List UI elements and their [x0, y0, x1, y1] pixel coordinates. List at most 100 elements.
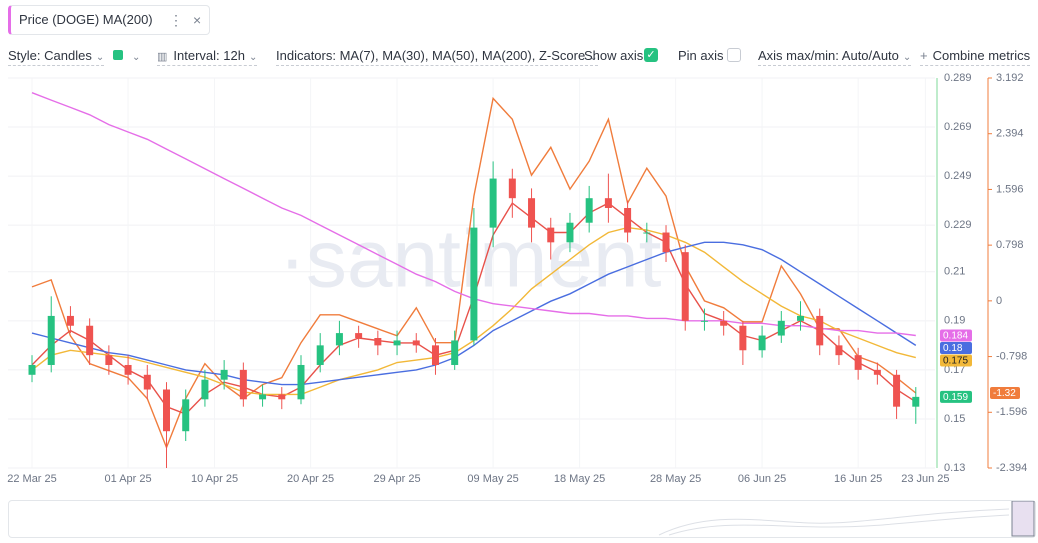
- value-badge-label: 0.184: [943, 331, 968, 342]
- candle-body: [758, 335, 766, 351]
- candle-body: [163, 389, 171, 432]
- x-tick-label: 09 May 25: [467, 473, 518, 485]
- y2-tick-label: 1.596: [996, 183, 1024, 195]
- show-axis-checkbox[interactable]: ✓: [644, 48, 658, 62]
- candle-body: [355, 333, 363, 338]
- color-select[interactable]: ⌄: [132, 52, 141, 63]
- candle-body: [297, 364, 305, 400]
- tab-title: Price (DOGE) MA(200): [19, 12, 153, 27]
- candle-body: [816, 315, 824, 346]
- minimap-line: [668, 514, 1010, 536]
- metric-tab[interactable]: Price (DOGE) MA(200) ⋮ ×: [8, 5, 210, 35]
- candle-body: [431, 345, 439, 365]
- x-tick-label: 06 Jun 25: [738, 473, 786, 485]
- chart: ·santiment 0.130.150.170.190.210.2290.24…: [7, 72, 1027, 485]
- interval-label: Interval: 12h: [173, 48, 245, 63]
- candle-body: [528, 198, 536, 228]
- value-badge-label: 0.18: [943, 343, 963, 354]
- x-tick-label: 20 Apr 25: [287, 473, 334, 485]
- value-badge: [940, 390, 972, 403]
- pin-axis-label[interactable]: Pin axis: [678, 48, 724, 63]
- candle-body: [28, 364, 36, 375]
- candle-body: [105, 355, 113, 365]
- y2-tick-label: -0.798: [996, 350, 1027, 362]
- y-tick-label: 0.15: [944, 413, 965, 425]
- candle-body: [182, 399, 190, 432]
- value-badge-label: 0.159: [943, 392, 968, 403]
- candle-body: [643, 232, 651, 234]
- axis-maxmin-label: Axis max/min: Auto/Auto: [758, 48, 899, 63]
- series-line: [31, 241, 917, 386]
- y-tick-label: 0.289: [944, 72, 972, 84]
- x-tick-label: 10 Apr 25: [191, 473, 238, 485]
- candle-body: [893, 374, 901, 407]
- value-badge: [940, 329, 972, 342]
- candle-body: [201, 379, 209, 400]
- y-tick-label: 0.13: [944, 462, 965, 474]
- x-tick-label: 18 May 25: [554, 473, 605, 485]
- x-tick-label: 16 Jun 25: [834, 473, 882, 485]
- style-select[interactable]: Style: Candles ⌄: [8, 47, 105, 66]
- value-badge: [940, 342, 972, 355]
- candle-body: [220, 369, 228, 380]
- candle-body: [47, 315, 55, 365]
- y-tick-label: 0.249: [944, 170, 972, 182]
- value-badge: [990, 387, 1020, 400]
- style-label: Style: Candles: [8, 48, 92, 63]
- candle-body: [777, 320, 785, 336]
- candle-body: [700, 320, 708, 322]
- y-tick-label: 0.21: [944, 266, 965, 278]
- candle-body: [239, 369, 247, 400]
- candle-body: [86, 325, 94, 356]
- value-badge-label: 0.175: [943, 356, 968, 367]
- y-tick-label: 0.19: [944, 315, 965, 327]
- x-tick-label: 23 Jun 25: [901, 473, 949, 485]
- pin-axis-checkbox[interactable]: [727, 48, 741, 62]
- y2-tick-label: -2.394: [996, 462, 1027, 474]
- minimap-line: [658, 508, 1010, 536]
- x-tick-label: 01 Apr 25: [105, 473, 152, 485]
- candle-body: [566, 222, 574, 243]
- candle-body: [316, 345, 324, 365]
- candle-body: [412, 340, 420, 346]
- value-badge-label: -1.32: [993, 388, 1016, 399]
- candle-body: [797, 315, 805, 321]
- tab-menu[interactable]: ⋮: [169, 12, 183, 28]
- candle-body: [143, 374, 151, 390]
- y-tick-label: 0.229: [944, 219, 972, 231]
- y2-tick-label: 2.394: [996, 128, 1024, 140]
- combine-label: Combine metrics: [932, 48, 1031, 63]
- minimap-window[interactable]: [1011, 500, 1035, 537]
- tab-close[interactable]: ×: [193, 12, 202, 28]
- candle-body: [854, 355, 862, 370]
- y2-tick-label: -1.596: [996, 406, 1027, 418]
- show-axis-label[interactable]: Show axis: [584, 48, 644, 63]
- combine-metrics[interactable]: + Combine metrics: [920, 47, 1031, 66]
- candle-body: [393, 340, 401, 346]
- x-tick-label: 29 Apr 25: [374, 473, 421, 485]
- candle-body: [374, 338, 382, 346]
- candle-body: [259, 394, 267, 400]
- interval-select[interactable]: ▥ Interval: 12h ⌄: [157, 47, 258, 66]
- indicators-label: Indicators: MA(7), MA(30), MA(50), MA(20…: [276, 48, 586, 63]
- y2-tick-label: 0.798: [996, 239, 1024, 251]
- x-tick-label: 22 Mar 25: [7, 473, 57, 485]
- candle-body: [835, 345, 843, 356]
- candle-body: [278, 394, 286, 400]
- candle-body: [547, 227, 555, 243]
- y2-tick-label: 0: [996, 295, 1002, 307]
- candle-body: [451, 340, 459, 365]
- series-line: [31, 96, 917, 450]
- candle-body: [489, 178, 497, 228]
- color-swatch[interactable]: [113, 50, 123, 60]
- candle-body: [662, 232, 670, 253]
- axis-maxmin-select[interactable]: Axis max/min: Auto/Auto ⌄: [758, 47, 912, 66]
- candle-body: [124, 364, 132, 375]
- minimap[interactable]: [8, 500, 1036, 538]
- y2-tick-label: 3.192: [996, 72, 1024, 84]
- candle-body: [720, 320, 728, 326]
- candle-body: [873, 369, 881, 375]
- indicators-select[interactable]: Indicators: MA(7), MA(30), MA(50), MA(20…: [276, 47, 598, 66]
